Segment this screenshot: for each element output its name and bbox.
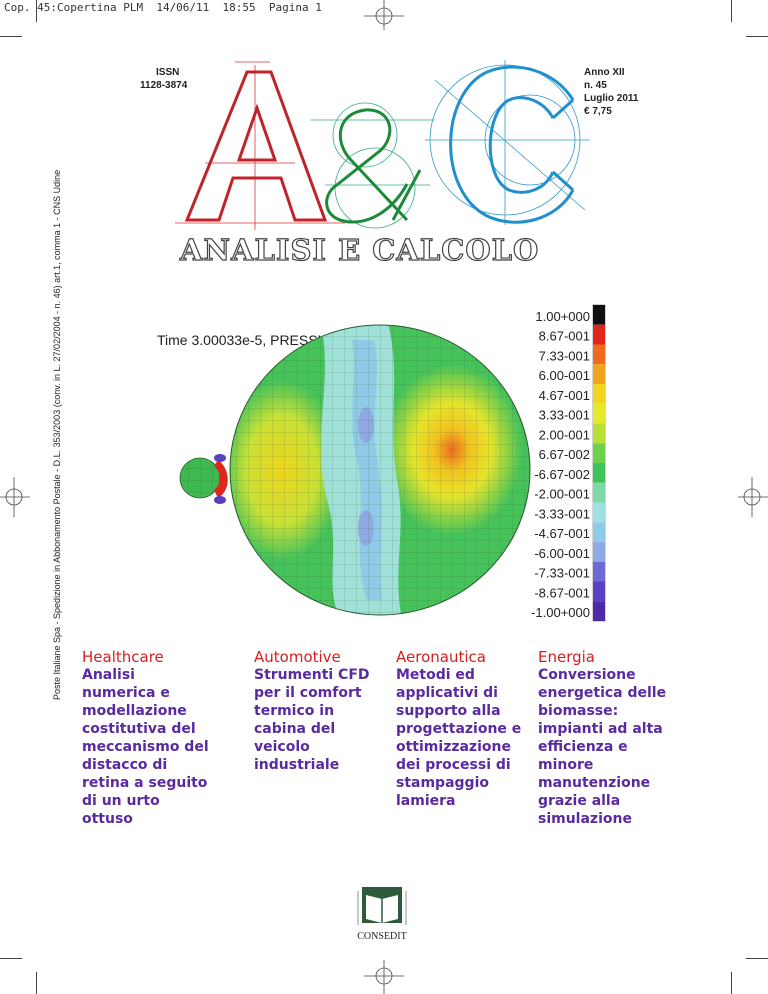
legend-label: -6.00-001: [534, 546, 590, 561]
legend-swatch: [593, 443, 605, 463]
publisher-name: CONSEDIT: [357, 931, 406, 942]
legend-label: 8.67-001: [539, 329, 590, 344]
legend-swatch: [593, 384, 605, 404]
legend-swatch: [593, 463, 605, 483]
legend-swatch: [593, 522, 605, 542]
legend-label: -1.00+000: [531, 605, 590, 620]
legend-label: -3.33-001: [534, 506, 590, 521]
legend-swatch: [593, 482, 605, 503]
legend-swatch: [593, 305, 605, 325]
legend-swatch: [593, 344, 605, 365]
ac-logo: [175, 60, 590, 230]
legend-label: -6.67-002: [534, 467, 590, 482]
legend-label: 7.33-001: [539, 348, 590, 363]
legend-label: 1.00+000: [535, 309, 590, 324]
legend-label: -4.67-001: [534, 526, 590, 541]
issue-year: Anno XII: [584, 67, 625, 78]
legend-swatch: [593, 364, 605, 384]
article-automotive[interactable]: Automotive Strumenti CFD per il comfort te…: [254, 648, 399, 774]
pressure-simulation-figure: Time 3.00033e-5, PRESSURE 1.00+000 8.67-0…: [157, 304, 606, 622]
section-label: Automotive: [254, 648, 341, 666]
legend-swatch: [593, 502, 605, 523]
issue-date: Luglio 2011: [584, 93, 639, 104]
section-label: Aeronautica: [396, 648, 486, 666]
legend-swatch: [593, 581, 605, 602]
issue-block: Anno XII n. 45 Luglio 2011 € 7,75: [584, 66, 684, 118]
article-text: Strumenti CFD per il comfort termico in ca…: [254, 667, 370, 773]
legend-swatch: [593, 542, 605, 562]
section-label: Healthcare: [82, 648, 164, 666]
postal-notice: Poste Italiane Spa - Spedizione in Abbon…: [52, 169, 62, 700]
legend-swatch: [593, 423, 605, 444]
legend-label: 2.00-001: [539, 427, 590, 442]
article-text: Analisi numerica e modellazione costitutiv…: [82, 667, 209, 827]
issue-price: € 7,75: [584, 106, 612, 117]
legend-label: 6.00-001: [539, 368, 590, 383]
legend-label: -8.67-001: [534, 585, 590, 600]
legend-label: 3.33-001: [539, 408, 590, 423]
issn-label: ISSN: [156, 67, 180, 78]
legend-swatch: [593, 403, 605, 424]
magazine-subtitle: ANALISI E CALCOLO: [179, 232, 540, 267]
legend-swatch: [593, 601, 605, 621]
article-energia[interactable]: Energia Conversione energetica delle bioma…: [538, 648, 683, 828]
article-text: Conversione energetica delle biomasse: imp…: [538, 667, 667, 827]
section-label: Energia: [538, 648, 595, 666]
legend-label: -2.00-001: [534, 487, 590, 502]
legend-label: 6.67-002: [539, 447, 590, 462]
legend-swatch: [593, 324, 605, 345]
article-aeronautica[interactable]: Aeronautica Metodi ed applicativi di suppo…: [396, 648, 541, 810]
printer-slug: Cop. 45:Copertina PLM 14/06/11 18:55 Pag…: [4, 1, 322, 14]
legend-label: -7.33-001: [534, 566, 590, 581]
article-text: Metodi ed applicativi di supporto alla pro…: [396, 667, 522, 809]
legend-label: 4.67-001: [539, 388, 590, 403]
issn-number: 1128-3874: [140, 80, 188, 91]
legend-swatch: [593, 561, 605, 582]
issn-block: ISSN 1128-3874: [140, 66, 200, 92]
figure-title: Time 3.00033e-5, PRESSURE: [157, 332, 347, 348]
article-healthcare[interactable]: Healthcare Analisi numerica e modellazione…: [82, 648, 227, 828]
issue-number: n. 45: [584, 80, 607, 91]
consedit-logo: CONSEDIT: [357, 887, 407, 942]
